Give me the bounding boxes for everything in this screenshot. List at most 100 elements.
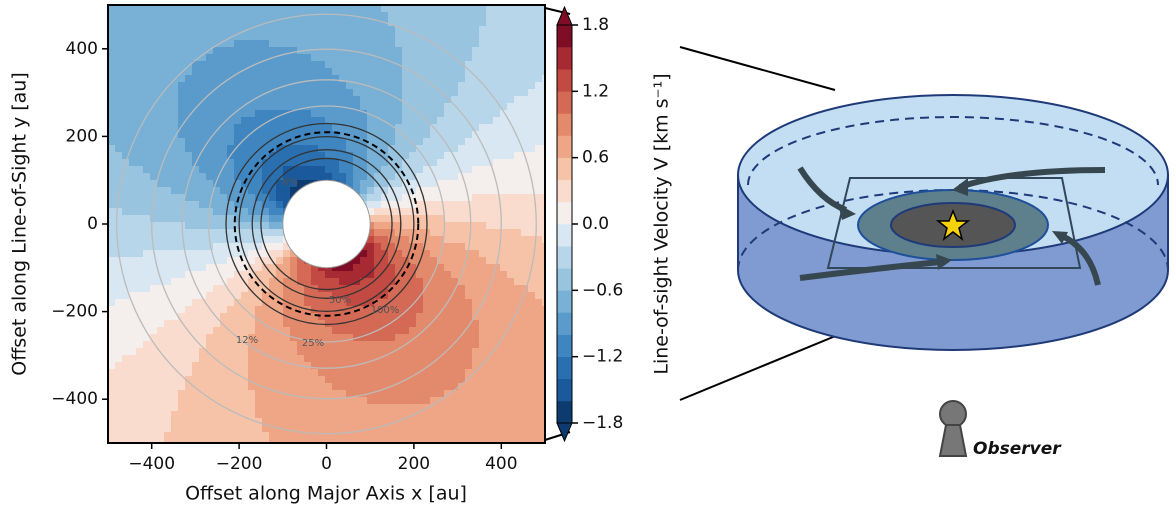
field-cell [269, 12, 277, 20]
field-cell [311, 12, 319, 20]
field-cell [395, 33, 403, 41]
field-cell [241, 292, 249, 300]
field-cell [325, 47, 333, 55]
field-cell [213, 369, 221, 377]
field-cell [283, 257, 291, 265]
field-cell [479, 432, 487, 440]
field-cell [122, 341, 130, 349]
field-cell [381, 369, 389, 377]
field-cell [444, 355, 452, 363]
field-cell [115, 362, 123, 370]
field-cell [192, 33, 200, 41]
field-cell [458, 12, 466, 20]
field-cell [276, 152, 284, 160]
field-cell [521, 320, 529, 328]
field-cell [514, 152, 522, 160]
field-cell [206, 383, 214, 391]
field-cell [388, 362, 396, 370]
field-cell [255, 117, 263, 125]
field-cell [157, 138, 165, 146]
field-cell [262, 306, 270, 314]
field-cell [115, 432, 123, 440]
field-cell [479, 425, 487, 433]
field-cell [374, 243, 382, 251]
field-cell [507, 138, 515, 146]
field-cell [402, 299, 410, 307]
field-cell [304, 299, 312, 307]
field-cell [353, 341, 361, 349]
field-cell [388, 355, 396, 363]
field-cell [451, 61, 459, 69]
field-cell [178, 348, 186, 356]
field-cell [479, 411, 487, 419]
field-cell [157, 376, 165, 384]
field-cell [115, 292, 123, 300]
field-cell [234, 82, 242, 90]
field-cell [157, 201, 165, 209]
field-cell [437, 33, 445, 41]
field-cell [458, 369, 466, 377]
field-cell [430, 26, 438, 34]
field-cell [178, 208, 186, 216]
field-cell [325, 89, 333, 97]
field-cell [458, 131, 466, 139]
field-cell [416, 61, 424, 69]
field-cell [402, 208, 410, 216]
field-cell [262, 103, 270, 111]
field-cell [381, 124, 389, 132]
field-cell [213, 432, 221, 440]
field-cell [430, 187, 438, 195]
field-cell [150, 201, 158, 209]
field-cell [255, 173, 263, 181]
field-cell [514, 89, 522, 97]
field-cell [493, 110, 501, 118]
field-cell [332, 376, 340, 384]
field-cell [416, 320, 424, 328]
field-cell [388, 26, 396, 34]
field-cell [213, 54, 221, 62]
colorbar-tick-label: 0.6 [582, 148, 609, 168]
field-cell [115, 376, 123, 384]
field-cell [108, 152, 116, 160]
field-cell [213, 138, 221, 146]
field-cell [129, 187, 137, 195]
field-cell [129, 166, 137, 174]
field-cell [227, 264, 235, 272]
field-cell [178, 131, 186, 139]
field-cell [248, 432, 256, 440]
field-cell [136, 138, 144, 146]
field-cell [360, 33, 368, 41]
field-cell [108, 61, 116, 69]
field-cell [472, 299, 480, 307]
field-cell [304, 166, 312, 174]
colorbar-band [557, 25, 572, 47]
field-cell [213, 96, 221, 104]
field-cell [535, 313, 543, 321]
field-cell [122, 145, 130, 153]
field-cell [262, 313, 270, 321]
field-cell [185, 425, 193, 433]
field-cell [535, 383, 543, 391]
field-cell [178, 138, 186, 146]
field-cell [185, 243, 193, 251]
field-cell [290, 89, 298, 97]
field-cell [199, 19, 207, 27]
x-axis-label: Offset along Major Axis x [au] [185, 483, 467, 505]
field-cell [143, 432, 151, 440]
field-cell [360, 341, 368, 349]
field-cell [381, 341, 389, 349]
field-cell [234, 390, 242, 398]
field-cell [227, 124, 235, 132]
field-cell [465, 222, 473, 230]
field-cell [136, 33, 144, 41]
field-cell [367, 376, 375, 384]
field-cell [528, 47, 536, 55]
field-cell [227, 313, 235, 321]
field-cell [500, 376, 508, 384]
field-cell [402, 117, 410, 125]
field-cell [451, 236, 459, 244]
field-cell [108, 215, 116, 223]
field-cell [150, 82, 158, 90]
field-cell [241, 61, 249, 69]
field-cell [122, 201, 130, 209]
